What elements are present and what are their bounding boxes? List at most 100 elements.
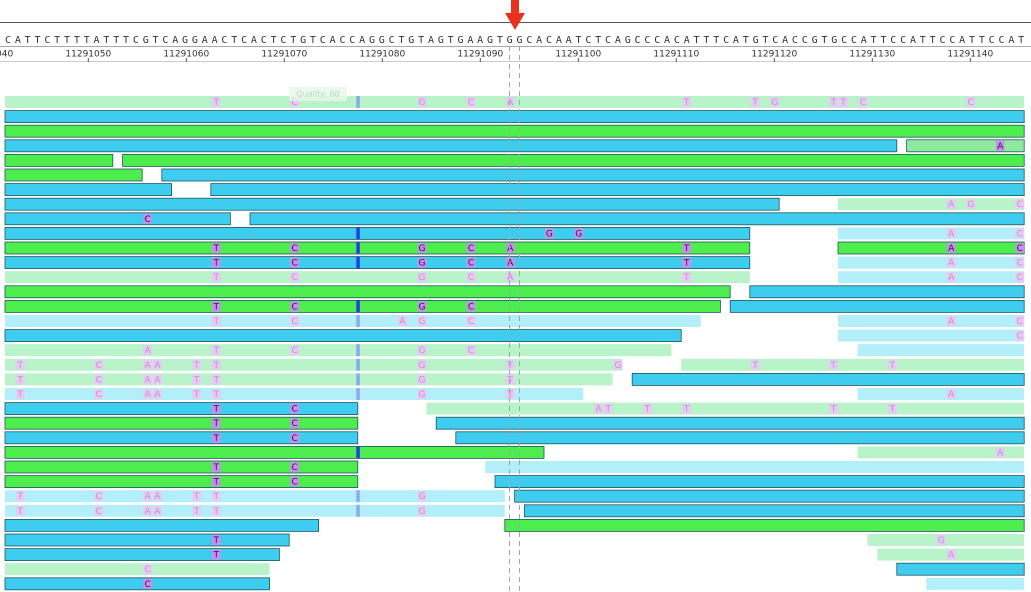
read [4,519,320,532]
mismatch-base: T [212,463,219,473]
mismatch-base: T [506,390,513,400]
mismatch-base: G [771,98,778,108]
mismatch [211,403,221,414]
mismatch [417,505,427,516]
mismatch [143,374,152,385]
mismatch-base: C [1017,332,1023,342]
mismatch [417,243,427,253]
mismatch [94,389,103,399]
mismatch [211,476,221,487]
mismatch [750,359,760,370]
mismatch [750,97,760,107]
mismatch [613,359,623,370]
mismatch-base: A [997,142,1004,152]
mismatch-base: A [154,492,161,502]
mismatch-base: C [291,434,297,444]
read [896,562,1025,576]
mismatch-base: T [212,419,219,429]
mismatch [995,447,1005,458]
position-label: 11291050 [65,50,111,60]
read [5,504,505,517]
mismatch-base: C [468,98,474,108]
position-label: 11291040 [0,50,13,60]
mismatch-base: T [193,507,200,517]
mismatch [505,359,515,370]
read [4,212,231,226]
mismatch-base: T [212,244,219,254]
mismatch-base: T [889,405,896,415]
mismatch [290,272,299,283]
read [5,315,701,327]
insertion [356,504,360,517]
mismatch [290,432,299,443]
mismatch [417,301,427,312]
mismatch [417,316,427,326]
mismatch-base: T [830,405,837,415]
mismatch-base: G [615,361,622,371]
mismatch [290,462,299,472]
mismatch-base: C [291,419,297,429]
mismatch-base: A [154,507,161,517]
mismatch-base: C [968,98,974,108]
mismatch [192,505,201,516]
read [867,534,1025,546]
mismatch [888,359,897,370]
mismatch [211,272,221,283]
mismatch-base: G [419,507,426,517]
mismatch [574,228,584,239]
mismatch [94,374,103,385]
mismatch-base: C [468,302,474,312]
read [514,489,1025,503]
mismatch [1015,316,1025,326]
tooltip-box [289,87,347,101]
read [857,388,1025,400]
read [4,168,143,182]
mismatch-base: C [144,580,150,590]
position-label: 11291100 [555,50,601,60]
mismatch [417,345,427,356]
mismatch-base: C [468,273,474,283]
mismatch [290,257,299,268]
read [838,227,1025,240]
position-label: 11291130 [849,50,895,60]
mismatch [505,97,515,107]
mismatch [1015,257,1025,268]
mismatch-base: T [889,361,896,371]
mismatch [937,535,946,545]
read [4,475,359,489]
mismatch-base: C [1017,317,1023,327]
mismatch [15,505,25,516]
mismatch-base: T [212,346,219,356]
mismatch-base: T [193,390,200,400]
mismatch-base: T [212,302,219,312]
mismatch-base: C [291,244,297,254]
mismatch [211,345,221,356]
mismatch-base: G [419,346,426,356]
mismatch [545,228,554,239]
mismatch-base: T [212,375,219,385]
mismatch [290,418,299,429]
read [838,271,1025,284]
mismatch-base: T [840,98,847,108]
mismatch-base: T [212,259,219,269]
reads: T C G C A T T G T T C CAA G CCG G A CT C G C A T A CT C G C A T A CT C G… [4,96,1025,591]
read [4,110,1025,123]
mismatch-base: C [144,565,150,575]
mismatch-base: G [419,361,426,371]
mismatch [211,316,221,326]
read [455,431,1025,445]
mismatch [211,505,221,516]
mismatch-base: A [145,346,152,356]
mismatch-base: G [938,536,945,546]
read [729,299,1025,313]
insertion [356,227,360,240]
read [4,445,545,459]
read [857,344,1025,357]
mismatch-base: A [948,229,955,239]
mismatch-base: T [212,317,219,327]
insertion [356,242,360,254]
mismatch-base: C [291,273,297,283]
read [210,183,1025,197]
read [4,402,359,416]
mismatch-base: G [419,375,426,385]
